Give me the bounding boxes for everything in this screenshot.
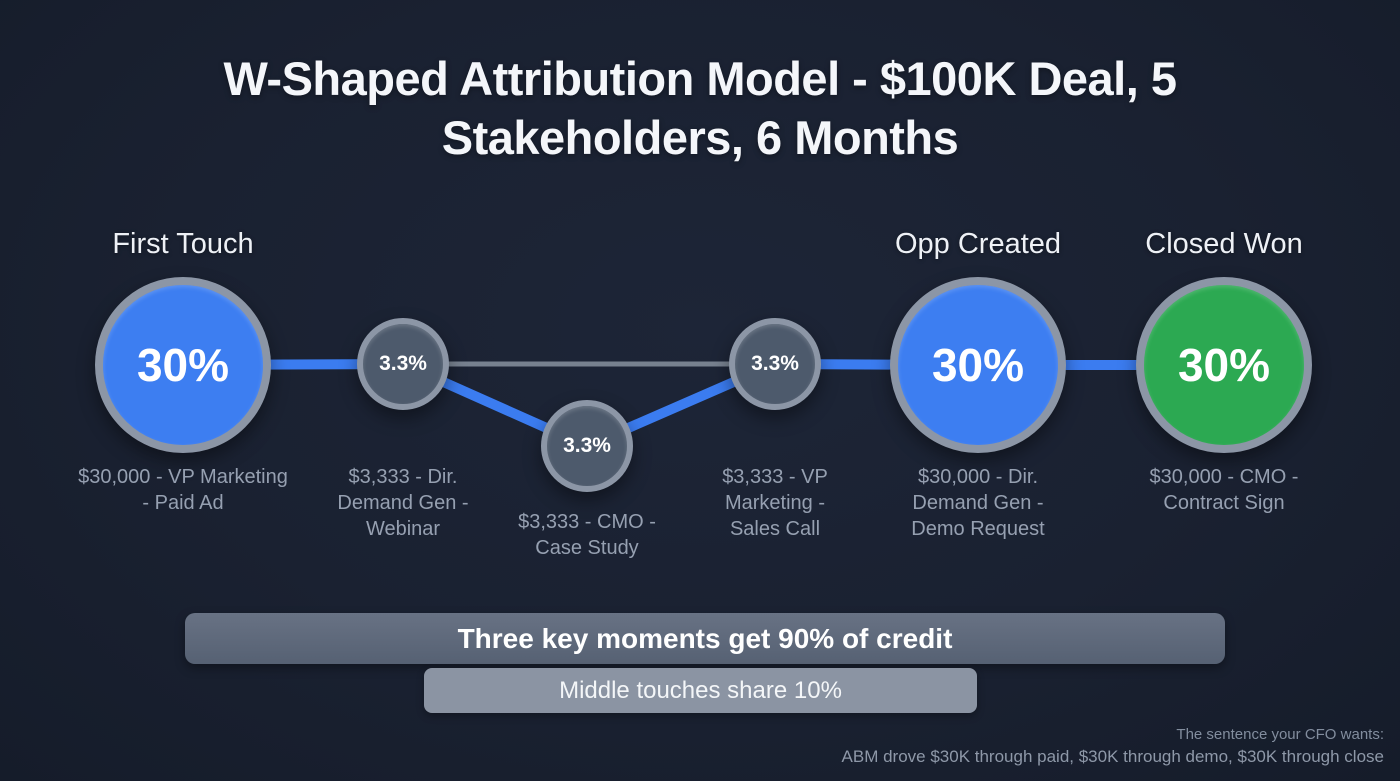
node-caption-contract-sign: $30,000 - CMO - Contract Sign (1149, 466, 1299, 514)
node-caption-first-touch: $30,000 - VP Marketing - Paid Ad (78, 466, 288, 514)
node-percentage: 3.3% (379, 352, 427, 375)
node-percentage: 3.3% (751, 352, 799, 375)
stage-label-closed-won: Closed Won (1145, 228, 1303, 260)
node-percentage: 3.3% (563, 434, 611, 457)
node-case-study-touch: 3.3% (541, 400, 633, 492)
stage-label-opp-created: Opp Created (894, 228, 1062, 260)
node-percentage: 30% (931, 339, 1025, 391)
stage-label-first-touch: First Touch (112, 228, 254, 260)
node-sales-call-touch: 3.3% (729, 318, 821, 410)
cfo-summary-intro: The sentence your CFO wants: (1176, 726, 1384, 743)
w-shape-path (178, 359, 1229, 451)
node-caption-demo-request: $30,000 - Dir. Demand Gen - Demo Request (911, 466, 1045, 540)
cfo-summary: The sentence your CFO wants: ABM drove $… (842, 726, 1384, 767)
cfo-summary-sentence: ABM drove $30K through paid, $30K throug… (841, 747, 1384, 766)
node-percentage: 30% (1177, 339, 1271, 391)
node-caption-case-study: $3,333 - CMO - Case Study (518, 511, 656, 559)
node-closed-won: 30% (1136, 277, 1312, 453)
page-title: W-Shaped Attribution Model - $100K Deal,… (223, 52, 1177, 164)
node-first-touch: 30% (95, 277, 271, 453)
node-caption-webinar: $3,333 - Dir. Demand Gen - Webinar (337, 466, 469, 540)
node-percentage: 30% (136, 339, 230, 391)
node-opp-created: 30% (890, 277, 1066, 453)
node-webinar-touch: 3.3% (357, 318, 449, 410)
key-moments-banner: Three key moments get 90% of credit (185, 613, 1225, 664)
middle-touches-banner: Middle touches share 10% (424, 668, 977, 713)
node-caption-sales-call: $3,333 - VP Marketing - Sales Call (722, 466, 828, 540)
